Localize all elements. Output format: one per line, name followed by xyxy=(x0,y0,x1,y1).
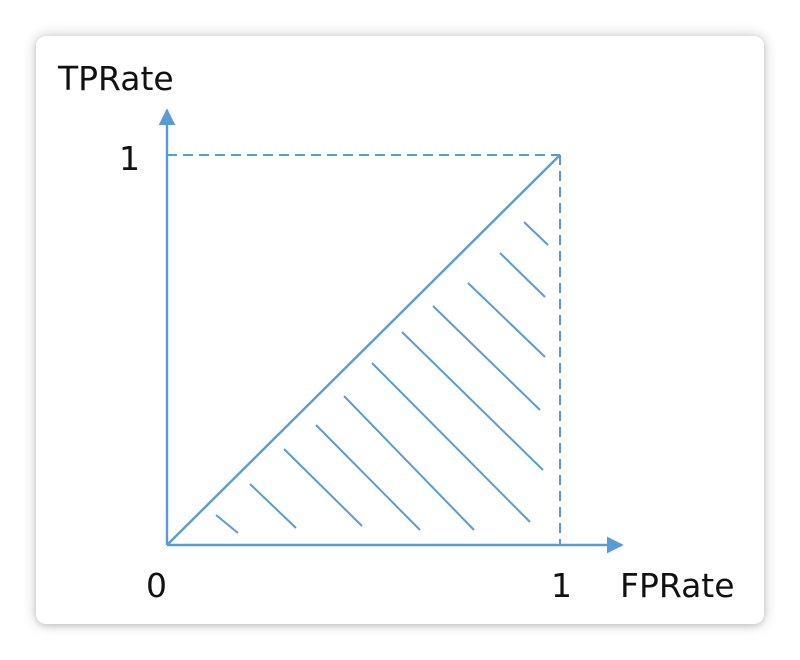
origin-label: 0 xyxy=(146,566,167,605)
hatch-area xyxy=(215,221,549,534)
hatch-line-11 xyxy=(523,221,549,246)
hatch-line-4 xyxy=(315,424,421,531)
x-max-label: 1 xyxy=(551,566,572,605)
hatch-line-1 xyxy=(215,514,239,534)
diagonal-line xyxy=(166,154,561,546)
hatch-line-8 xyxy=(432,305,541,411)
x-axis-label: FPRate xyxy=(620,566,735,605)
diagram-card xyxy=(36,36,764,624)
hatch-line-6 xyxy=(371,362,531,523)
hatch-line-10 xyxy=(499,252,546,298)
hatch-line-7 xyxy=(401,331,544,471)
hatch-line-2 xyxy=(249,483,297,529)
y-axis-label: TPRate xyxy=(57,59,174,98)
hatch-line-3 xyxy=(283,448,363,527)
hatch-line-9 xyxy=(467,282,546,358)
hatch-line-5 xyxy=(343,395,475,531)
y-max-label: 1 xyxy=(119,139,140,178)
